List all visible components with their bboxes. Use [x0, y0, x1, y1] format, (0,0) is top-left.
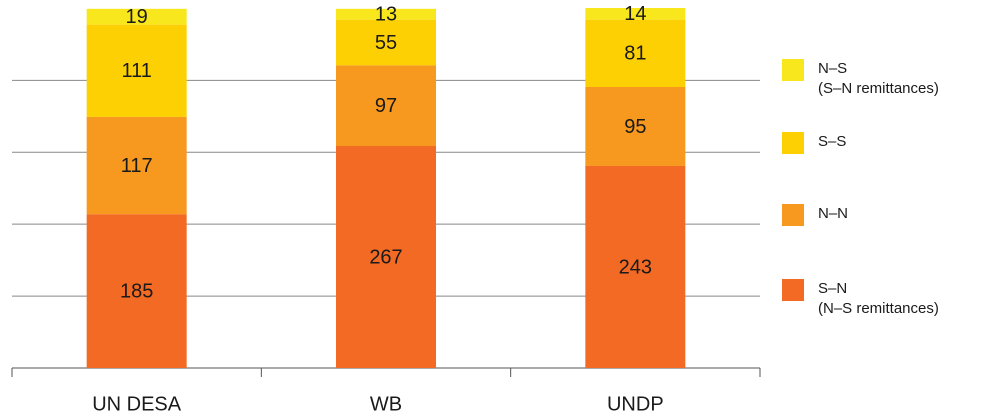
bar-segment: [86, 24, 187, 117]
data-label: 19: [126, 6, 148, 28]
data-label: 97: [375, 95, 397, 117]
bar-segment: [585, 86, 686, 166]
legend-sublabel: (N–S remittances): [818, 300, 939, 317]
x-tick-label: UNDP: [607, 393, 664, 415]
bar-segment: [585, 8, 686, 20]
bar-segment: [86, 214, 187, 368]
bar-segment: [86, 116, 187, 215]
data-label: 267: [369, 246, 402, 268]
bar-segment: [585, 19, 686, 87]
bar-segment: [336, 19, 436, 66]
data-label: 81: [624, 43, 646, 65]
legend-label: N–S: [818, 60, 847, 77]
legend-label: S–S: [818, 133, 846, 150]
legend-sublabel: (S–N remittances): [818, 80, 939, 97]
legend-swatch: [782, 132, 804, 154]
bar-segment: [585, 165, 686, 368]
data-label: 117: [121, 155, 153, 177]
data-label: 95: [624, 116, 646, 138]
bar-segment: [86, 8, 187, 25]
x-tick-label: WB: [370, 393, 402, 415]
data-label: 55: [375, 32, 397, 54]
bar-segment: [336, 65, 436, 147]
data-label: 111: [121, 60, 151, 82]
data-label: 185: [120, 280, 153, 302]
x-tick-label: UN DESA: [92, 393, 182, 415]
bar-segment: [336, 8, 436, 20]
data-label: 13: [375, 4, 397, 26]
data-label: 14: [624, 3, 646, 25]
legend-swatch: [782, 59, 804, 81]
legend-label: S–N: [818, 280, 847, 297]
legend-label: N–N: [818, 205, 848, 222]
legend-swatch: [782, 204, 804, 226]
legend-swatch: [782, 279, 804, 301]
data-label: 243: [619, 256, 652, 278]
bar-segment: [336, 146, 436, 368]
